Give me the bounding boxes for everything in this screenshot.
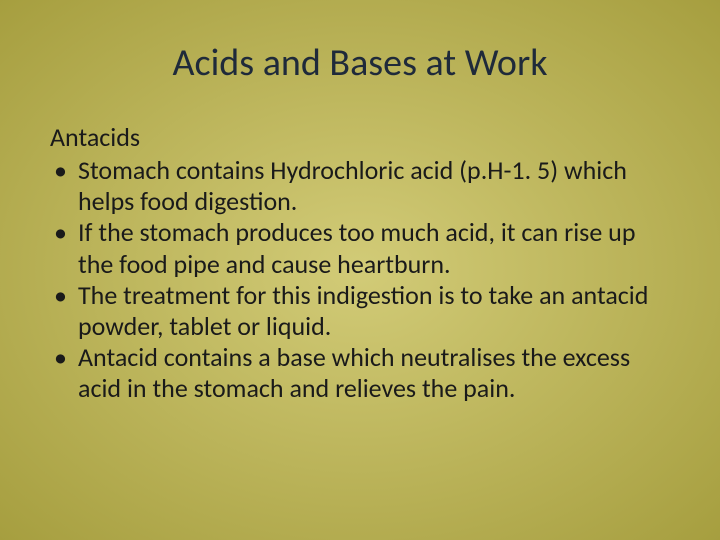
bullet-item: •Antacid contains a base which neutralis… — [50, 342, 670, 404]
subheading: Antacids — [50, 121, 670, 153]
slide-container: Acids and Bases at Work Antacids •Stomac… — [0, 0, 720, 540]
bullet-item: •The treatment for this indigestion is t… — [50, 280, 670, 342]
bullet-marker: • — [50, 342, 78, 373]
bullet-item: •Stomach contains Hydrochloric acid (p.H… — [50, 155, 670, 217]
bullet-marker: • — [50, 280, 78, 311]
bullet-list: •Stomach contains Hydrochloric acid (p.H… — [50, 155, 670, 405]
bullet-text: Stomach contains Hydrochloric acid (p.H-… — [78, 155, 670, 217]
bullet-item: •If the stomach produces too much acid, … — [50, 217, 670, 279]
bullet-text: Antacid contains a base which neutralise… — [78, 342, 670, 404]
slide-title: Acids and Bases at Work — [50, 40, 670, 86]
bullet-marker: • — [50, 217, 78, 248]
bullet-text: The treatment for this indigestion is to… — [78, 280, 670, 342]
bullet-text: If the stomach produces too much acid, i… — [78, 217, 670, 279]
bullet-marker: • — [50, 155, 78, 186]
